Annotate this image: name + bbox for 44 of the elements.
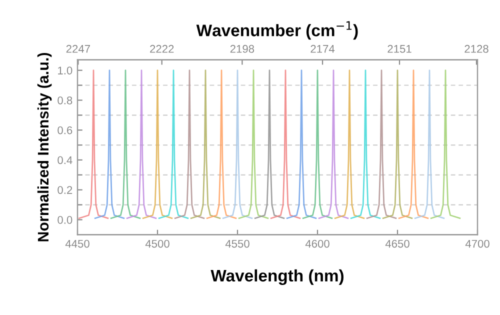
line-series <box>334 70 365 219</box>
y-tick-label: 0.4 <box>58 156 72 164</box>
y-tick-label: 1.0 <box>58 66 72 74</box>
x-tick-label: 4650 <box>385 240 410 248</box>
line-series <box>238 70 269 219</box>
x2-tick-label: 2174 <box>310 44 335 53</box>
y-tick-label: 0.6 <box>58 126 72 134</box>
line-series <box>190 70 221 219</box>
x-tick-label: 4500 <box>145 240 170 248</box>
line-series <box>430 70 461 219</box>
y-tick-label: 0.0 <box>58 216 72 224</box>
line-series <box>414 70 445 219</box>
x-tick-label: 4600 <box>305 240 330 248</box>
x-axis-title: Wavelength (nm) <box>210 269 344 285</box>
x2-tick-label: 2198 <box>230 44 254 53</box>
line-series <box>350 70 381 219</box>
line-series <box>206 70 237 219</box>
line-series <box>302 70 333 219</box>
line-series <box>158 70 189 219</box>
line-series <box>366 70 397 219</box>
line-series <box>142 70 173 219</box>
x2-tick-label: 2222 <box>150 44 174 53</box>
x2-tick-label: 2151 <box>388 44 412 53</box>
line-series <box>174 70 205 219</box>
line-series <box>286 70 317 219</box>
y-axis-title: Normalized Intensity (a.u.) <box>37 52 52 242</box>
y-tick-label: 0.8 <box>58 96 72 104</box>
line-series <box>222 70 253 219</box>
x2-tick-label: 2128 <box>464 44 488 53</box>
line-series <box>398 70 429 219</box>
line-series <box>254 70 285 219</box>
line-series <box>94 70 125 219</box>
x2-tick-label: 2247 <box>66 44 90 53</box>
x2-axis-title: Wavenumber (cm$^{−1}$) <box>196 21 358 40</box>
line-series <box>110 70 141 219</box>
line-series <box>270 70 301 219</box>
x-tick-label: 4450 <box>65 240 90 248</box>
line-series <box>382 70 413 219</box>
line-series <box>126 70 157 219</box>
x-tick-label: 4700 <box>465 240 490 248</box>
line-series <box>78 70 109 219</box>
line-series <box>318 70 349 219</box>
x-tick-label: 4550 <box>225 240 250 248</box>
y-tick-label: 0.2 <box>58 186 72 194</box>
